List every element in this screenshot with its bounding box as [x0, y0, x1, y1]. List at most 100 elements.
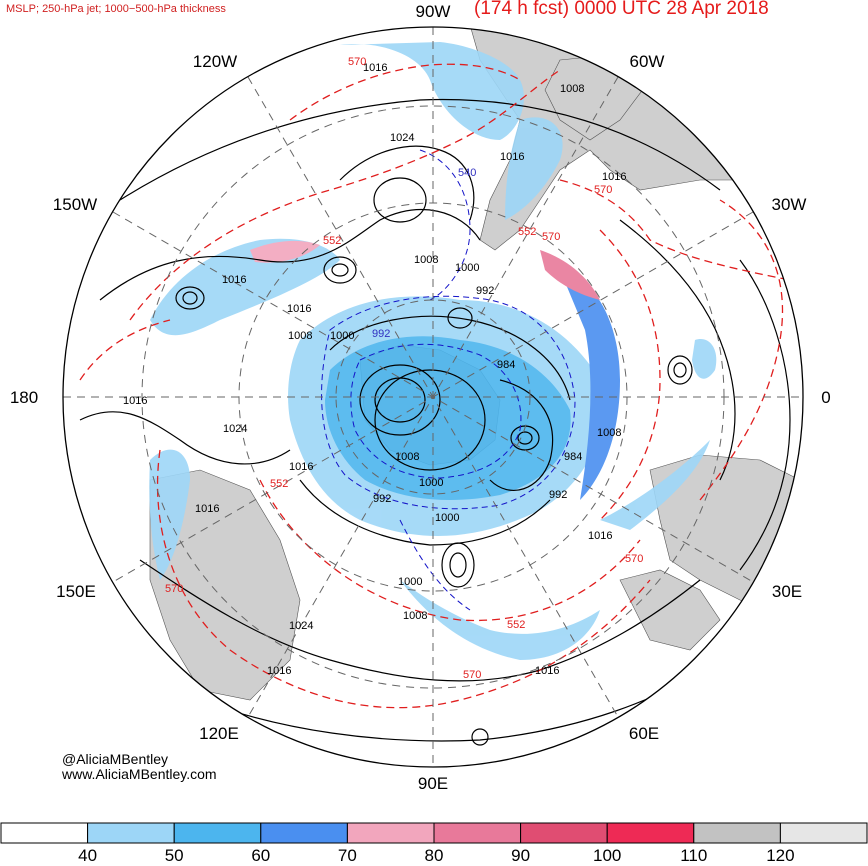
colorbar — [0, 822, 868, 844]
thickness-label: 552 — [518, 226, 536, 238]
jet-east-arc — [560, 270, 620, 500]
mslp-label: 1024 — [289, 620, 313, 632]
thickness-contours — [79, 63, 791, 709]
mslp-label: 1016 — [588, 530, 612, 542]
mslp-label: 984 — [497, 359, 515, 371]
thickness-label: 570 — [165, 583, 183, 595]
jet-south-east — [600, 440, 710, 530]
map-title: (174 h fcst) 0000 UTC 28 Apr 2018 — [474, 0, 769, 19]
mslp-low — [449, 552, 467, 578]
cold-thickness-contours — [321, 149, 576, 611]
mslp-label: 1000 — [398, 576, 422, 588]
mslp-low — [441, 542, 475, 588]
mslp-low — [331, 263, 349, 277]
mslp-low — [517, 431, 533, 445]
mslp-high — [471, 728, 489, 746]
jet-inner — [325, 336, 571, 500]
mslp-label: 1000 — [455, 262, 479, 274]
mslp-label: 1000 — [435, 512, 459, 524]
mslp-label: 1024 — [223, 423, 247, 435]
thickness-contour — [289, 63, 521, 121]
colorbar-bin — [87, 822, 175, 844]
lon-label-90e: 90E — [418, 774, 448, 793]
mslp-label: 992 — [373, 493, 391, 505]
mslp-contour — [339, 145, 475, 221]
colorbar-tick-label: 60 — [251, 846, 271, 865]
mslp-label: 1024 — [390, 132, 414, 144]
mslp-label: 1016 — [535, 665, 559, 677]
colorbar-bin — [779, 822, 868, 844]
colorbar-tick-label: 50 — [164, 846, 184, 865]
colorbar-bin — [260, 822, 348, 844]
mslp-label: 1000 — [330, 330, 354, 342]
mslp-label: 1000 — [419, 477, 443, 489]
thickness-contour — [699, 199, 784, 501]
colorbar-bin — [0, 822, 89, 844]
thickness-contour — [79, 319, 171, 381]
thickness-label: 570 — [594, 184, 612, 196]
contour-value-labels: 1016 1008 1024 1016 1016 1016 1008 1000 … — [123, 56, 643, 681]
credit-handle: @AliciaMBentley — [62, 751, 169, 767]
mslp-low — [667, 355, 693, 385]
thickness-contour — [559, 179, 791, 281]
thickness-contour — [129, 69, 561, 321]
colorbar-tick-label: 80 — [424, 846, 444, 865]
mslp-low — [510, 425, 540, 451]
lon-label-150w: 150W — [53, 195, 97, 214]
jet-east-pink — [540, 250, 600, 300]
colorbar-tick-label: 110 — [680, 846, 708, 865]
mslp-label: 1008 — [288, 330, 312, 342]
mslp-label: 992 — [549, 489, 567, 501]
mslp-contour — [99, 209, 481, 301]
lon-label-60w: 60W — [630, 52, 665, 71]
colorbar-bin — [606, 822, 695, 844]
mslp-label: 984 — [564, 451, 582, 463]
mslp-label: 1008 — [395, 451, 419, 463]
mslp-low — [175, 286, 205, 310]
mslp-contour — [299, 479, 551, 546]
mslp-label: 1016 — [287, 303, 311, 315]
lon-label-120e: 120E — [199, 724, 239, 743]
lon-label-30w: 30W — [772, 195, 807, 214]
mslp-contour — [489, 379, 554, 491]
cold-contour — [321, 295, 576, 510]
cold-contour — [350, 343, 522, 479]
colorbar-tick-label: 100 — [593, 846, 622, 865]
mslp-label: 1016 — [602, 171, 626, 183]
thickness-label: 570 — [542, 231, 560, 243]
lon-label-30e: 30E — [772, 582, 802, 601]
thickness-label: 552 — [270, 478, 288, 490]
lon-label-60e: 60E — [629, 724, 659, 743]
mslp-label: 1008 — [597, 427, 621, 439]
map-disk: 1016 1008 1024 1016 1016 1016 1008 1000 … — [63, 27, 803, 767]
jet-shading — [149, 42, 717, 660]
mslp-label: 1016 — [363, 62, 387, 74]
mslp-low — [182, 291, 198, 305]
mslp-label: 1016 — [289, 461, 313, 473]
mslp-label: 1016 — [222, 274, 246, 286]
graticule — [63, 27, 803, 767]
colorbar-tick-label: 90 — [511, 846, 531, 865]
jet-east-small — [692, 339, 717, 379]
lon-label-0: 0 — [821, 388, 830, 407]
mslp-low — [447, 307, 473, 329]
colorbar-bin — [173, 822, 262, 844]
land-asia-east — [149, 469, 301, 701]
thickness-label: 570 — [348, 56, 366, 68]
lon-label-180: 180 — [10, 388, 38, 407]
mslp-label: 1016 — [195, 503, 219, 515]
cold-contour — [399, 519, 471, 611]
map-subtitle: MSLP; 250-hPa jet; 1000−500-hPa thicknes… — [6, 3, 226, 15]
jet-south-arc — [400, 580, 600, 660]
mslp-low — [374, 369, 486, 471]
colorbar-tick-label: 70 — [337, 846, 357, 865]
credit-website: www.AliciaMBentley.com — [62, 766, 217, 782]
thickness-label: 570 — [463, 669, 481, 681]
lon-label-150e: 150E — [56, 582, 96, 601]
colorbar-bin — [346, 822, 435, 844]
jet-southwest — [149, 449, 190, 580]
mslp-contour — [619, 219, 736, 481]
thickness-contour — [156, 449, 651, 709]
land-africa-north — [619, 569, 721, 651]
